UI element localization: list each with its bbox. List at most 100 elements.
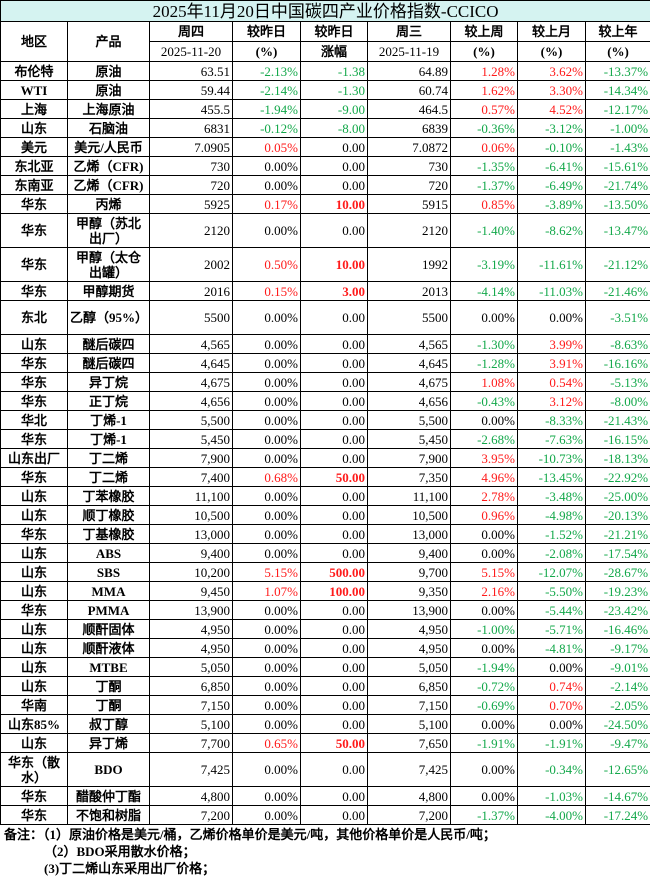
cell-wed-price: 10,500 [367, 505, 451, 525]
header-wed-date: 2025-11-19 [367, 41, 451, 62]
cell-year-pct: -21.43% [584, 410, 650, 430]
table-row: 华南 丁酮 7,150 0.00% 0.00 7,150 -0.69% 0.70% -2.05% [0, 695, 650, 715]
cell-week-pct: 0.00% [450, 786, 518, 806]
table-row: 华东 甲醇（苏北出厂） 2120 0.00% 0.00 2120 -1.40% -8.62% -… [0, 213, 650, 248]
cell-day-pct: 0.00% [232, 486, 301, 506]
cell-day-pct: 0.00% [232, 429, 301, 449]
cell-year-pct: -21.74% [584, 175, 650, 195]
cell-year-pct: -16.16% [584, 353, 650, 373]
cell-region: 山东 [0, 486, 68, 506]
cell-day-pct: 0.00% [232, 175, 301, 195]
cell-day-chg: 0.00 [300, 175, 368, 195]
cell-region: 华东 [0, 524, 68, 544]
cell-month-pct: 3.99% [517, 334, 586, 354]
cell-wed-price: 2013 [367, 281, 451, 301]
cell-thu-price: 9,450 [149, 581, 233, 601]
table-row: 山东 MMA 9,450 1.07% 100.00 9,350 2.16% -5.50% -19… [0, 581, 650, 601]
cell-week-pct: -1.37% [450, 175, 518, 195]
cell-region: 山东 [0, 676, 68, 696]
cell-year-pct: -8.63% [584, 334, 650, 354]
cell-wed-price: 5500 [367, 300, 451, 335]
notes: 备注：（1）原油价格是美元/桶，乙烯价格单价是美元/吨，其他价格单价是人民币/吨… [0, 825, 650, 878]
cell-day-chg: 100.00 [300, 581, 368, 601]
cell-day-pct: 0.00% [232, 676, 301, 696]
sheet-title: 2025年11月20日中国碳四产业价格指数-CCICO [0, 0, 650, 22]
cell-product: 正丁烷 [67, 391, 150, 411]
cell-day-chg: -1.38 [300, 61, 368, 81]
cell-year-pct: -23.42% [584, 600, 650, 620]
cell-day-chg: 0.00 [300, 156, 368, 176]
cell-product: 乙烯（CFR) [67, 175, 150, 195]
cell-wed-price: 5,100 [367, 714, 451, 734]
cell-week-pct: 5.15% [450, 562, 518, 582]
cell-year-pct: -1.00% [584, 118, 650, 138]
cell-wed-price: 11,100 [367, 486, 451, 506]
cell-day-chg: 0.00 [300, 752, 368, 787]
cell-day-chg: 0.00 [300, 448, 368, 468]
cell-wed-price: 13,000 [367, 524, 451, 544]
cell-product: 丁基橡胶 [67, 524, 150, 544]
cell-region: 山东 [0, 543, 68, 563]
cell-thu-price: 13,900 [149, 600, 233, 620]
table-row: 华东 甲醇期货 2016 0.15% 3.00 2013 -4.14% -11.03% -21.… [0, 281, 650, 301]
cell-year-pct: -13.47% [584, 213, 650, 248]
header-month-unit: (%) [517, 41, 586, 62]
cell-thu-price: 5,500 [149, 410, 233, 430]
cell-week-pct: -1.40% [450, 213, 518, 248]
cell-month-pct: -6.41% [517, 156, 586, 176]
cell-month-pct: 3.91% [517, 353, 586, 373]
cell-day-chg: 0.00 [300, 786, 368, 806]
cell-day-pct: -2.13% [232, 61, 301, 81]
cell-week-pct: -2.68% [450, 429, 518, 449]
cell-wed-price: 60.74 [367, 80, 451, 100]
cell-product: 丁二烯 [67, 448, 150, 468]
cell-week-pct: -1.94% [450, 657, 518, 677]
cell-region: 华东 [0, 372, 68, 392]
cell-month-pct: -0.34% [517, 752, 586, 787]
cell-product: 丁烯-1 [67, 429, 150, 449]
cell-product: PMMA [67, 600, 150, 620]
cell-day-chg: 0.00 [300, 638, 368, 658]
cell-year-pct: -21.12% [584, 247, 650, 282]
cell-month-pct: 0.70% [517, 695, 586, 715]
cell-week-pct: -0.36% [450, 118, 518, 138]
header-wed: 周三 [367, 21, 451, 42]
cell-product: 美元/人民币 [67, 137, 150, 157]
cell-product: 上海原油 [67, 99, 150, 119]
cell-region: 华东 [0, 194, 68, 214]
cell-wed-price: 7.0872 [367, 137, 451, 157]
cell-month-pct: -5.44% [517, 600, 586, 620]
cell-product: 甲醇（太仓出罐） [67, 247, 150, 282]
cell-region: 东北亚 [0, 156, 68, 176]
cell-year-pct: -9.17% [584, 638, 650, 658]
cell-year-pct: -24.50% [584, 714, 650, 734]
cell-year-pct: -22.92% [584, 467, 650, 487]
cell-week-pct: 0.00% [450, 638, 518, 658]
cell-day-chg: -8.00 [300, 118, 368, 138]
cell-product: 丁苯橡胶 [67, 486, 150, 506]
cell-wed-price: 4,950 [367, 619, 451, 639]
cell-product: ABS [67, 543, 150, 563]
cell-year-pct: -2.05% [584, 695, 650, 715]
cell-year-pct: -14.34% [584, 80, 650, 100]
cell-month-pct: -2.08% [517, 543, 586, 563]
table-row: 华东 丁二烯 7,400 0.68% 50.00 7,350 4.96% -13.45% -22… [0, 467, 650, 487]
cell-wed-price: 730 [367, 156, 451, 176]
cell-day-pct: 0.00% [232, 714, 301, 734]
table-row: 山东 MTBE 5,050 0.00% 0.00 5,050 -1.94% 0.00% -9.0… [0, 657, 650, 677]
cell-day-pct: 1.07% [232, 581, 301, 601]
cell-year-pct: -12.17% [584, 99, 650, 119]
cell-thu-price: 63.51 [149, 61, 233, 81]
cell-region: 山东85% [0, 714, 68, 734]
header-region: 地区 [0, 21, 68, 62]
cell-week-pct: -0.69% [450, 695, 518, 715]
table-row: 山东 ABS 9,400 0.00% 0.00 9,400 0.00% -2.08% -17.5… [0, 543, 650, 563]
cell-region: 上海 [0, 99, 68, 119]
cell-month-pct: -11.03% [517, 281, 586, 301]
cell-region: 山东 [0, 118, 68, 138]
cell-month-pct: -8.62% [517, 213, 586, 248]
cell-wed-price: 9,350 [367, 581, 451, 601]
cell-thu-price: 10,200 [149, 562, 233, 582]
cell-region: 华东 [0, 600, 68, 620]
cell-day-chg: 0.00 [300, 524, 368, 544]
